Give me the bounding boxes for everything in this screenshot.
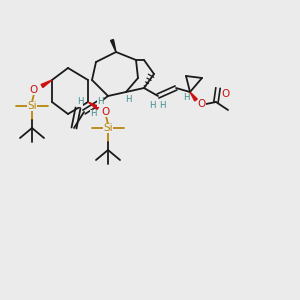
Polygon shape xyxy=(88,102,99,110)
Text: H: H xyxy=(159,101,165,110)
Polygon shape xyxy=(41,80,52,88)
Text: H: H xyxy=(149,101,155,110)
Text: O: O xyxy=(30,85,38,95)
Text: O: O xyxy=(222,89,230,99)
Text: H: H xyxy=(97,98,103,106)
Text: H: H xyxy=(183,94,189,103)
Text: H: H xyxy=(77,98,83,106)
Text: O: O xyxy=(102,107,110,117)
Polygon shape xyxy=(111,40,116,52)
Text: O: O xyxy=(198,99,206,109)
Text: H: H xyxy=(90,110,96,118)
Text: Si: Si xyxy=(27,101,37,111)
Polygon shape xyxy=(190,92,197,101)
Text: H: H xyxy=(125,95,131,104)
Text: Si: Si xyxy=(103,123,113,133)
